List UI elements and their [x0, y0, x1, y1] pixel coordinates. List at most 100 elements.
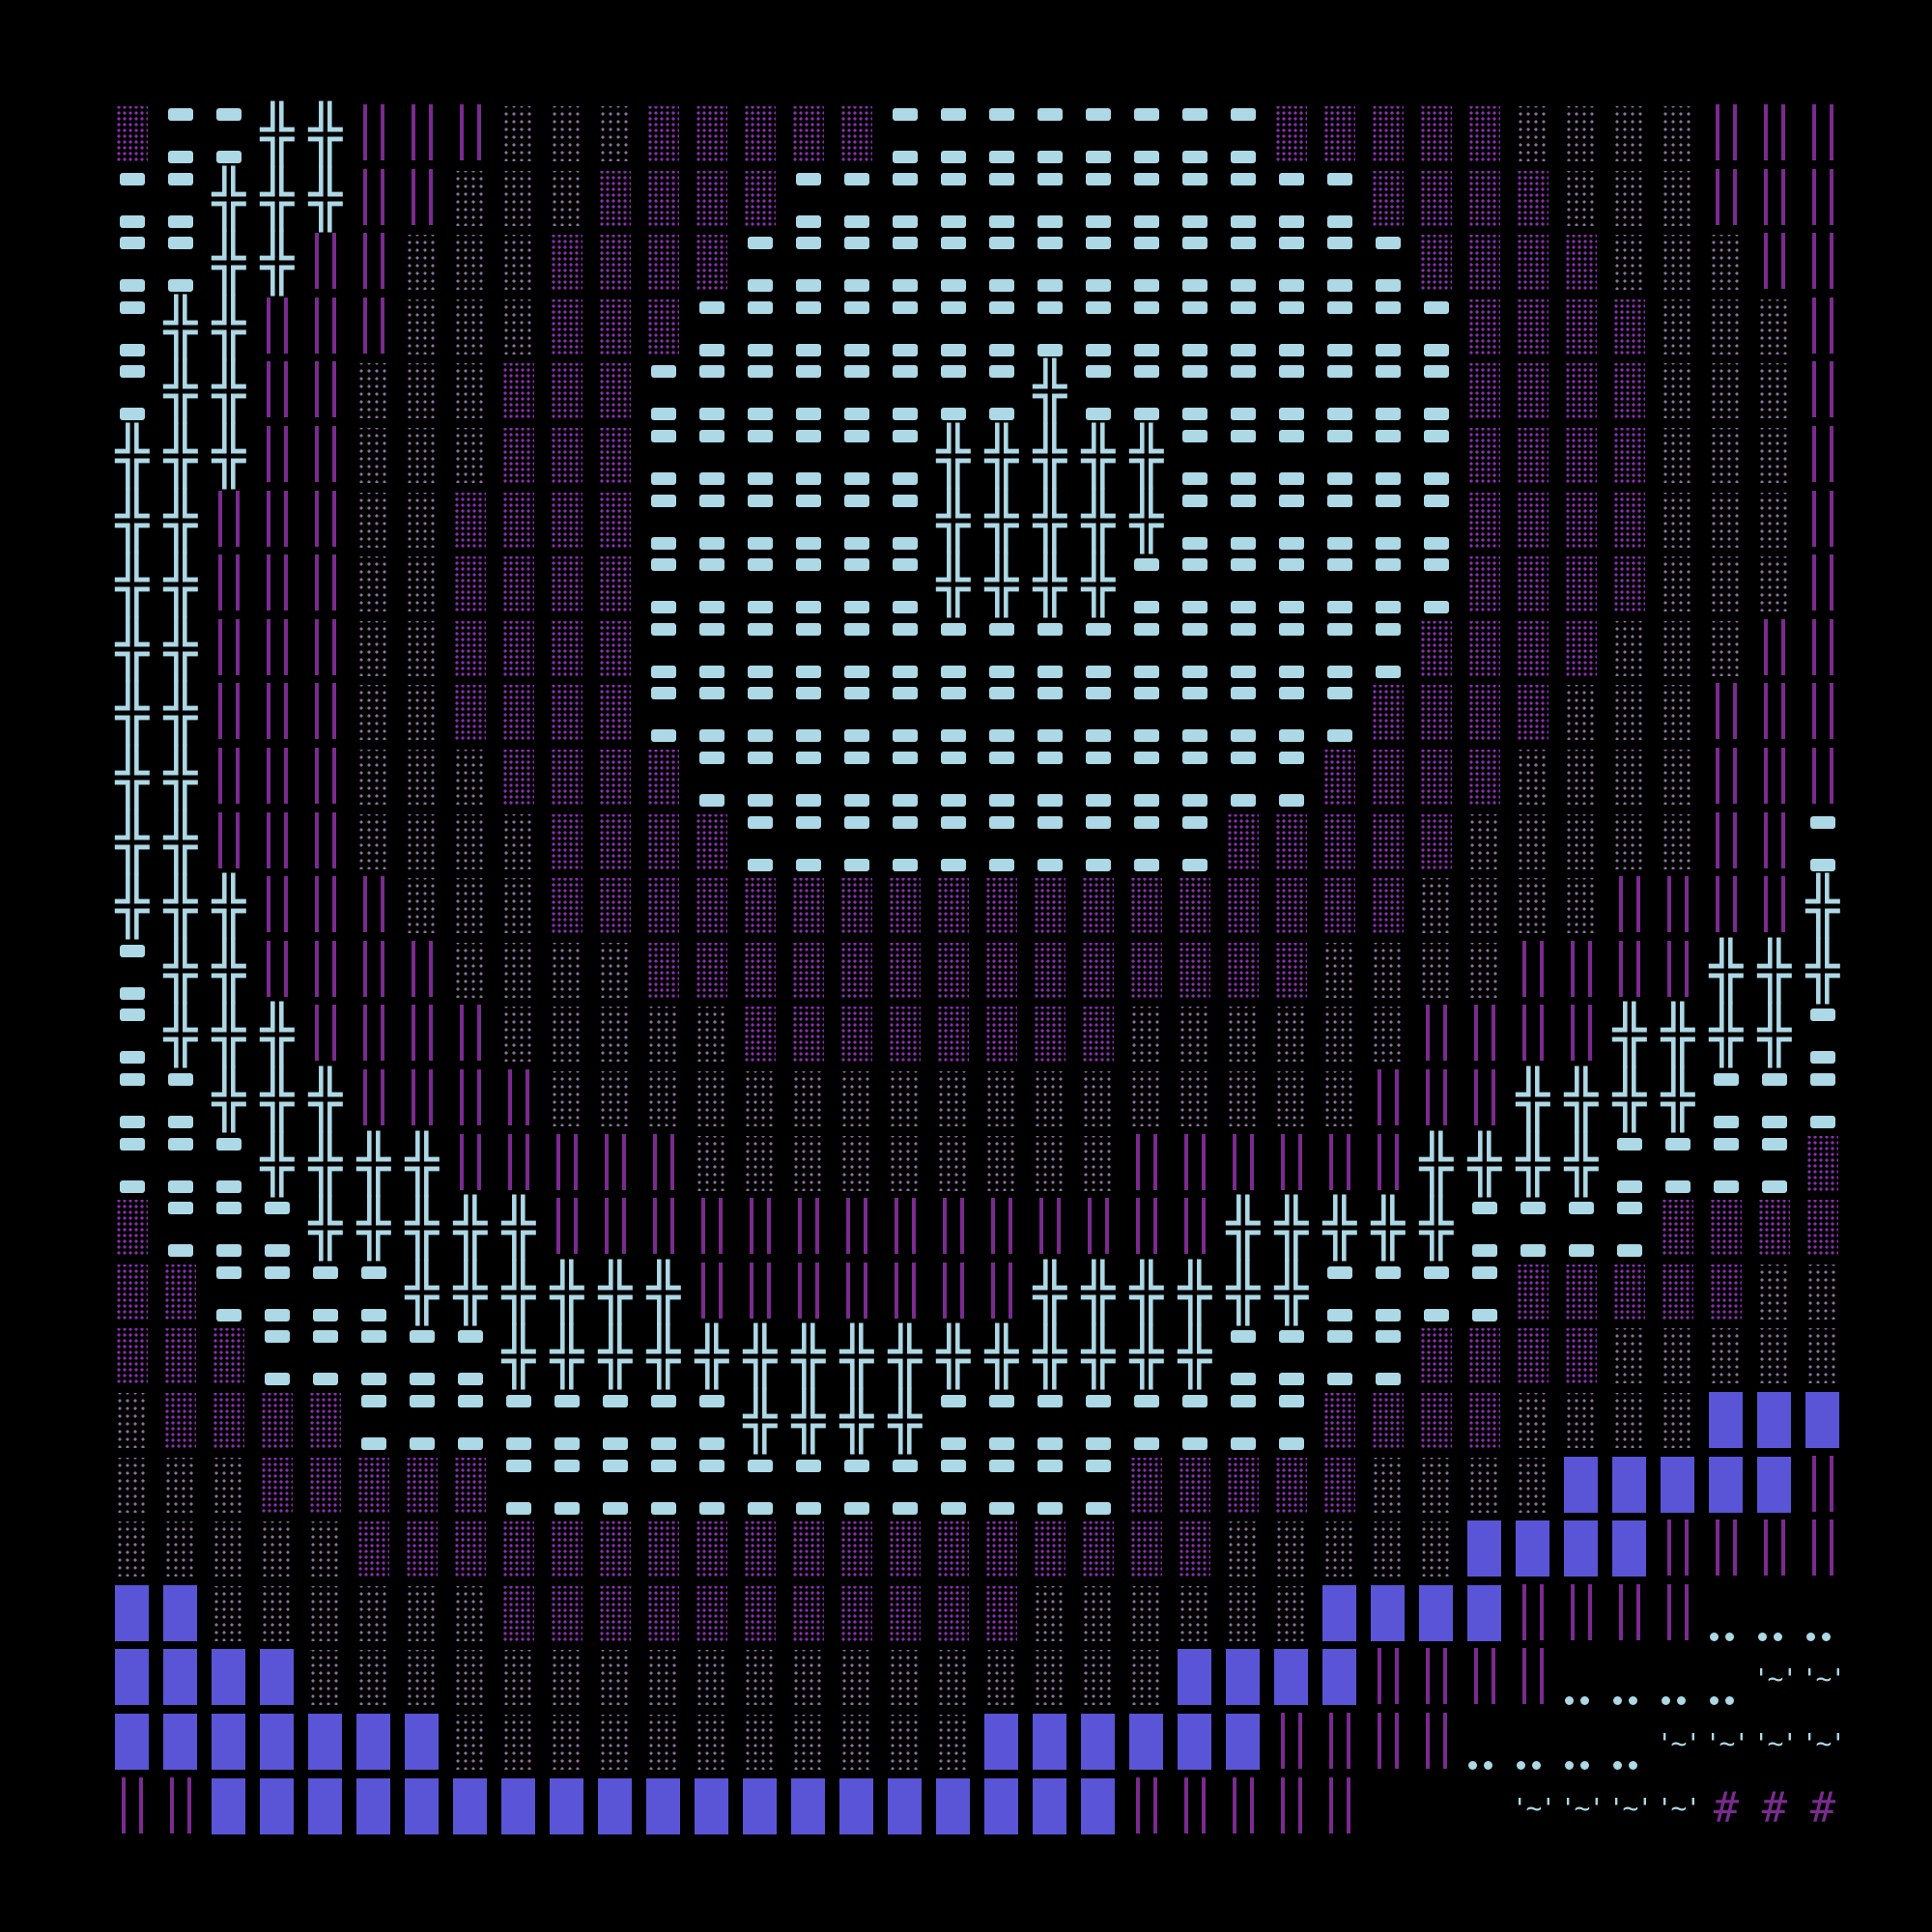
art-cell-sparse-gray-stipple: [1122, 1582, 1171, 1647]
art-cell-sparse-gray-stipple: [1605, 746, 1654, 810]
art-cell-solid-blue-block: [639, 1776, 688, 1840]
art-cell-quote-tilde: '~': [1656, 1791, 1702, 1824]
art-cell-light-blue-dash-pair: [833, 489, 881, 554]
art-cell-sparse-gray-stipple: [1654, 489, 1702, 554]
art-cell-dense-purple-stipple: [639, 102, 688, 167]
art-cell-light-blue-dash-pair: [1702, 1067, 1750, 1132]
art-cell-dense-purple-stipple: [1605, 1261, 1654, 1325]
art-cell-solid-blue-block: [205, 1646, 253, 1711]
art-cell-light-blue-dash-pair: [736, 296, 784, 360]
art-cell-solid-blue-block: [350, 1776, 398, 1840]
art-cell-dense-purple-stipple: [929, 874, 978, 939]
art-cell-light-blue-dash-pair: [1026, 746, 1074, 810]
art-cell-cross-glyph: ╬: [163, 358, 198, 425]
art-cell-cross-glyph: ╬: [1467, 1130, 1502, 1197]
art-cell-dense-purple-stipple: [1364, 102, 1412, 167]
art-cell-light-blue-dash-pair: [1122, 359, 1171, 424]
art-cell-sparse-gray-stipple: [881, 1646, 929, 1711]
art-cell-cross-glyph: ╬: [163, 615, 198, 682]
art-cell-sparse-gray-stipple: [1316, 939, 1364, 1004]
art-cell-light-blue-dash-pair: [736, 359, 784, 424]
art-cell-light-blue-dash-pair: [156, 1132, 205, 1197]
art-cell-cross-glyph: ╬: [260, 230, 295, 297]
art-cell-purple-double-bar: [1364, 1132, 1412, 1197]
art-cell-light-blue-dash-pair: [1267, 359, 1316, 424]
art-cell-sparse-gray-stipple: [784, 1711, 833, 1776]
art-cell-purple-double-bar: [1605, 1582, 1654, 1647]
art-cell-purple-double-bar: [1799, 102, 1847, 167]
art-cell-dense-purple-stipple: [1122, 939, 1171, 1004]
art-cell-dense-purple-stipple: [591, 1582, 639, 1647]
art-cell-light-blue-dash-pair: [1219, 681, 1267, 746]
art-cell-sparse-gray-stipple: [591, 1067, 639, 1132]
art-cell-cross-glyph: ╬: [1226, 1195, 1261, 1262]
art-cell-light-blue-dash-pair: [833, 746, 881, 810]
art-cell-dense-purple-stipple: [1412, 617, 1461, 682]
art-cell-sparse-gray-stipple: [398, 231, 446, 296]
art-cell-light-blue-dash-pair: [784, 617, 833, 682]
art-cell-purple-double-bar: [1799, 424, 1847, 489]
art-cell-sparse-gray-stipple: [543, 1067, 591, 1132]
art-cell-dense-purple-stipple: [639, 874, 688, 939]
art-cell-dense-purple-stipple: [495, 617, 543, 682]
art-cell-light-blue-dash-pair: [1171, 424, 1219, 489]
art-cell-light-blue-dash-pair: [833, 167, 881, 232]
art-cell-sparse-gray-stipple: [1267, 1067, 1316, 1132]
art-cell-sparse-gray-stipple: [446, 939, 495, 1004]
art-cell-light-blue-dash-pair: [1026, 1389, 1074, 1454]
art-cell-solid-blue-block: [1412, 1582, 1461, 1647]
art-cell-light-blue-dash-pair: [1171, 359, 1219, 424]
art-cell-purple-double-bar: [253, 424, 301, 489]
art-cell-sparse-gray-stipple: [736, 1067, 784, 1132]
art-cell-purple-double-bar: [1702, 681, 1750, 746]
art-cell-light-blue-dash-pair: [881, 1454, 929, 1519]
art-cell-sparse-gray-stipple: [398, 296, 446, 360]
art-cell-dot-pair: [1557, 1646, 1605, 1711]
art-cell-solid-blue-block: [446, 1776, 495, 1840]
art-cell-light-blue-dash-pair: [736, 746, 784, 810]
art-cell-sparse-gray-stipple: [784, 1646, 833, 1711]
art-cell-cross-glyph: ╬: [936, 487, 971, 554]
art-cell-solid-blue-block: [1074, 1711, 1122, 1776]
art-cell-light-blue-dash-pair: [205, 1261, 253, 1325]
art-cell-purple-double-bar: [398, 167, 446, 232]
art-cell-solid-blue-block: [301, 1711, 350, 1776]
art-cell-purple-double-bar: [1799, 746, 1847, 810]
art-cell-light-blue-dash-pair: [1364, 231, 1412, 296]
art-cell-solid-blue-block: [1605, 1454, 1654, 1519]
art-cell-purple-double-bar: [301, 553, 350, 617]
art-cell-dense-purple-stipple: [253, 1389, 301, 1454]
art-cell-purple-double-bar: [929, 1196, 978, 1261]
art-cell-light-blue-dash-pair: [1219, 553, 1267, 617]
art-cell-purple-double-bar: [1219, 1132, 1267, 1197]
art-cell-light-blue-dash-pair: [1267, 681, 1316, 746]
art-cell-dense-purple-stipple: [1654, 1261, 1702, 1325]
art-cell-dense-purple-stipple: [1267, 939, 1316, 1004]
art-cell-dense-purple-stipple: [446, 617, 495, 682]
art-cell-sparse-gray-stipple: [1799, 1324, 1847, 1389]
art-cell-purple-double-bar: [205, 553, 253, 617]
art-cell-purple-double-bar: [1412, 1003, 1461, 1067]
art-cell-light-blue-dash-pair: [1316, 681, 1364, 746]
art-cell-purple-double-bar: [1654, 939, 1702, 1004]
art-cell-sparse-gray-stipple: [398, 359, 446, 424]
art-cell-dense-purple-stipple: [495, 746, 543, 810]
art-cell-purple-double-bar: [301, 296, 350, 360]
art-cell-dense-purple-stipple: [1171, 874, 1219, 939]
art-cell-light-blue-dash-pair: [1605, 1196, 1654, 1261]
art-cell-dense-purple-stipple: [1509, 617, 1557, 682]
art-cell-cross-glyph: ╬: [936, 1323, 971, 1390]
art-cell-light-blue-dash-pair: [784, 681, 833, 746]
art-cell-sparse-gray-stipple: [1750, 296, 1799, 360]
art-cell-purple-double-bar: [1654, 874, 1702, 939]
art-cell-light-blue-dash-pair: [978, 296, 1026, 360]
art-cell-dense-purple-stipple: [1509, 296, 1557, 360]
art-cell-purple-double-bar: [301, 681, 350, 746]
art-cell-dense-purple-stipple: [833, 939, 881, 1004]
art-cell-dense-purple-stipple: [1557, 489, 1605, 554]
art-cell-cross-glyph: ╬: [356, 1195, 391, 1262]
art-cell-cross-glyph: ╬: [1516, 1066, 1550, 1132]
art-cell-light-blue-dash-pair: [1412, 1261, 1461, 1325]
art-cell-dense-purple-stipple: [1461, 424, 1509, 489]
art-cell-sparse-gray-stipple: [156, 1454, 205, 1519]
